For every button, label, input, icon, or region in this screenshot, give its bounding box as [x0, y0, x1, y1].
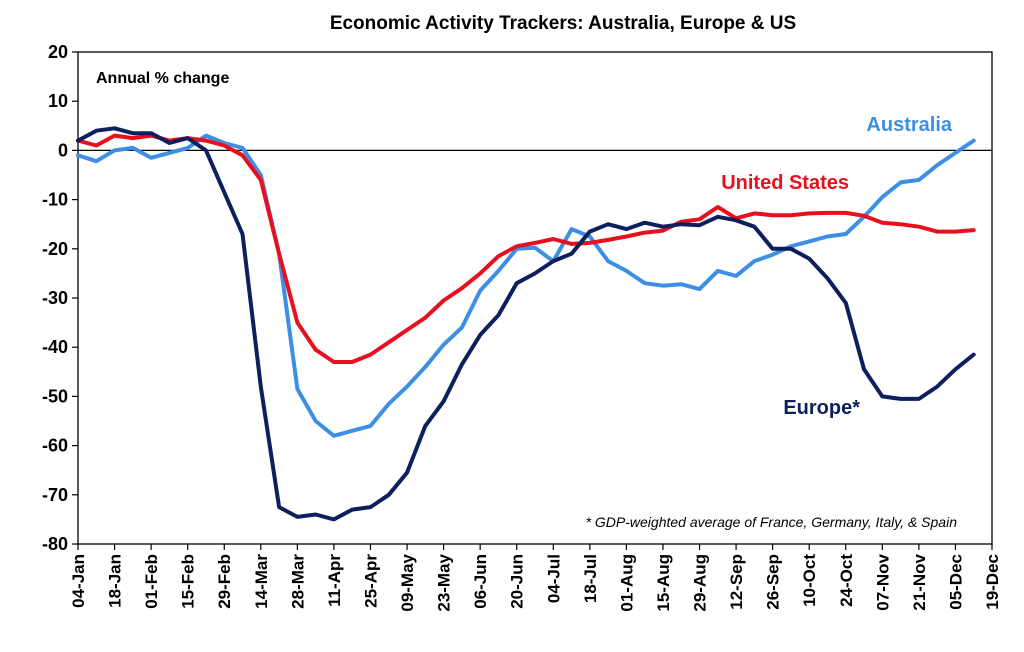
- y-tick-label: -20: [42, 239, 68, 259]
- x-tick-label: 09-May: [398, 553, 417, 611]
- y-tick-label: 0: [58, 140, 68, 160]
- x-tick-label: 10-Oct: [800, 554, 819, 607]
- series-label-united-states: United States: [721, 172, 849, 194]
- series-label-australia: Australia: [866, 114, 952, 136]
- y-tick-label: -60: [42, 436, 68, 456]
- y-tick-label: 20: [48, 42, 68, 62]
- x-tick-label: 01-Feb: [142, 554, 161, 609]
- y-tick-label: -40: [42, 337, 68, 357]
- x-tick-label: 29-Feb: [215, 554, 234, 609]
- x-tick-label: 28-Mar: [288, 554, 307, 609]
- y-tick-label: -30: [42, 288, 68, 308]
- series-line-united-states: [76, 133, 976, 364]
- x-tick-label: 18-Jan: [106, 554, 125, 608]
- x-tick-label: 15-Aug: [654, 554, 673, 612]
- x-tick-label: 04-Jan: [69, 554, 88, 608]
- y-tick-label: -80: [42, 534, 68, 554]
- series-label-europe: Europe*: [783, 397, 860, 419]
- x-tick-label: 15-Feb: [179, 554, 198, 609]
- y-tick-label: -50: [42, 386, 68, 406]
- y-tick-label: -70: [42, 485, 68, 505]
- series-line-europe: [76, 126, 976, 522]
- x-tick-label: 04-Jul: [544, 554, 563, 603]
- x-tick-label: 11-Apr: [325, 554, 344, 607]
- x-tick-label: 14-Mar: [252, 554, 271, 609]
- x-tick-label: 18-Jul: [581, 554, 600, 603]
- x-tick-label: 05-Dec: [946, 554, 965, 610]
- x-tick-label: 01-Aug: [617, 554, 636, 612]
- x-tick-label: 25-Apr: [361, 554, 380, 608]
- y-tick-label: 10: [48, 91, 68, 111]
- x-tick-label: 12-Sep: [727, 554, 746, 610]
- series-line-australia: [76, 133, 976, 438]
- plot-area-frame: [77, 51, 993, 545]
- x-tick-label: 19-Dec: [983, 554, 1002, 610]
- x-tick-label: 23-May: [435, 553, 454, 611]
- y-tick-label: -10: [42, 190, 68, 210]
- chart-title: Economic Activity Trackers: Australia, E…: [330, 13, 796, 34]
- x-tick-label: 20-Jun: [508, 554, 527, 609]
- y-axis-unit-label: Annual % change: [96, 70, 229, 87]
- x-tick-label: 26-Sep: [764, 554, 783, 610]
- x-tick-label: 07-Nov: [873, 553, 892, 610]
- x-tick-label: 24-Oct: [837, 554, 856, 607]
- x-tick-label: 06-Jun: [471, 554, 490, 609]
- x-tick-label: 21-Nov: [910, 553, 929, 610]
- chart-footnote: * GDP-weighted average of France, German…: [586, 514, 958, 530]
- x-tick-label: 29-Aug: [691, 554, 710, 612]
